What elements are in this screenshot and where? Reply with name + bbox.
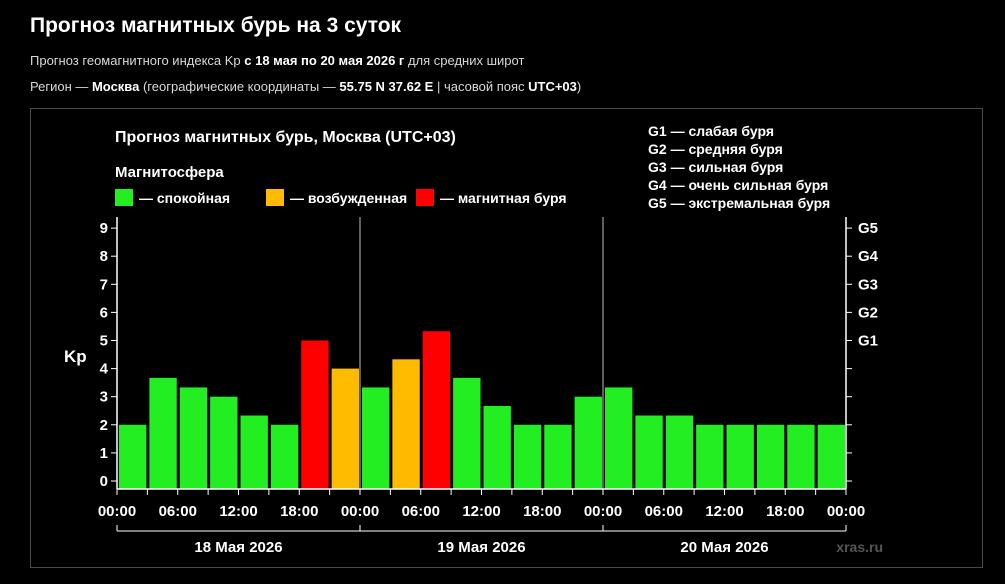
kp-bar (787, 424, 815, 489)
kp-bar (817, 424, 845, 489)
day-separators (359, 217, 604, 489)
kp-bar (331, 368, 359, 489)
y-tick-label: 1 (100, 445, 108, 462)
period-dates: с 18 мая по 20 мая 2026 г (244, 53, 405, 68)
y-tick-label: 4 (100, 361, 109, 378)
y-axis-label: Kp (64, 347, 87, 366)
kp-chart: Прогноз магнитных бурь, Москва (UTC+03) … (64, 123, 883, 556)
day-labels: 18 Мая 2026 19 Мая 2026 20 Мая 2026 (116, 525, 847, 556)
kp-bar (392, 359, 420, 489)
kp-bar (635, 415, 663, 489)
x-tick-label: 18:00 (766, 503, 804, 520)
y-axis-ticks: 0 1 2 3 4 5 6 7 8 9 (100, 220, 117, 490)
kp-bar (665, 415, 694, 489)
kp-bar (696, 424, 724, 489)
storm-scale: G1 — слабая буря G2 — средняя буря G3 — си… (648, 123, 830, 211)
kp-bar (574, 396, 602, 489)
kp-bar (453, 377, 481, 489)
right-tick-label: G4 (858, 248, 879, 265)
x-tick-label: 12:00 (705, 503, 743, 520)
x-tick-label: 18:00 (280, 503, 318, 520)
kp-bar (179, 387, 208, 489)
x-tick-label: 00:00 (827, 503, 865, 520)
kp-bar (483, 405, 511, 489)
storm-scale-item: G1 — слабая буря (648, 123, 774, 139)
chart-frame: Прогноз магнитных бурь, Москва (UTC+03) … (30, 108, 983, 568)
legend-label: — магнитная буря (440, 190, 567, 206)
region-timezone: UTC+03 (528, 79, 577, 94)
bars (119, 331, 845, 489)
kp-bar (544, 424, 572, 489)
kp-bar (513, 424, 542, 489)
kp-bar (210, 396, 238, 489)
region-line-end: ) (576, 79, 582, 94)
kp-bar (240, 415, 268, 489)
y-tick-label: 7 (100, 276, 108, 293)
watermark: xras.ru (836, 539, 883, 555)
legend-swatch (115, 189, 133, 206)
right-tick-label: G1 (858, 333, 878, 350)
right-tick-label: G2 (858, 304, 878, 321)
x-axis-ticks: 00:00 06:00 12:00 18:00 00:00 06:00 12:00 18:00… (98, 489, 865, 520)
kp-bar (270, 424, 299, 489)
day-label: 19 Мая 2026 (437, 539, 525, 556)
region-prefix: Регион — (30, 79, 92, 94)
storm-scale-item: G5 — экстремальная буря (648, 195, 830, 211)
x-tick-label: 06:00 (645, 503, 683, 520)
x-tick-label: 18:00 (523, 503, 561, 520)
y-tick-label: 8 (100, 248, 108, 265)
x-tick-label: 06:00 (159, 503, 197, 520)
page-title: Прогноз магнитных бурь на 3 суток (30, 14, 402, 37)
coords-prefix: (географические координаты — (139, 79, 340, 94)
legend-title: Магнитосфера (115, 164, 224, 181)
legend-swatch (266, 189, 284, 206)
day-label: 18 Мая 2026 (194, 539, 282, 556)
x-tick-label: 06:00 (402, 503, 440, 520)
region-coords: 55.75 N 37.62 E (339, 79, 434, 94)
chart-title: Прогноз магнитных бурь, Москва (UTC+03) (115, 129, 456, 146)
period-prefix: Прогноз геомагнитного индекса Kp (30, 53, 245, 68)
x-tick-label: 00:00 (341, 503, 379, 520)
kp-bar (756, 424, 785, 489)
kp-bar (605, 387, 633, 489)
region-line: Регион — Москва (географические координа… (30, 79, 581, 94)
y-tick-label: 5 (100, 333, 108, 350)
day-label: 20 Мая 2026 (680, 539, 768, 556)
storm-scale-item: G3 — сильная буря (648, 159, 783, 175)
x-tick-label: 00:00 (584, 503, 622, 520)
legend-label: — возбужденная (290, 190, 407, 206)
right-axis-ticks: G1 G2 G3 G4 G5 (846, 220, 879, 482)
x-tick-label: 12:00 (219, 503, 257, 520)
region-name: Москва (91, 79, 140, 94)
storm-scale-item: G2 — средняя буря (648, 141, 783, 157)
kp-bar (301, 340, 329, 489)
y-tick-label: 2 (100, 417, 108, 434)
y-tick-label: 0 (100, 473, 108, 490)
storm-scale-item: G4 — очень сильная буря (648, 177, 828, 193)
kp-bar (726, 424, 754, 489)
legend-swatch (416, 189, 434, 206)
y-tick-label: 3 (100, 389, 108, 406)
right-tick-label: G3 (858, 276, 878, 293)
y-tick-label: 9 (100, 220, 108, 237)
x-tick-label: 12:00 (462, 503, 500, 520)
legend-label: — спокойная (139, 190, 230, 206)
kp-bar (422, 331, 451, 489)
right-tick-label: G5 (858, 220, 878, 237)
tz-prefix: | часовой пояс (433, 79, 529, 94)
y-tick-label: 6 (100, 304, 108, 321)
kp-bar (149, 377, 177, 489)
period-suffix: для средних широт (404, 53, 525, 68)
legend: — спокойная — возбужденная — магнитная бур… (115, 189, 567, 206)
x-tick-label: 00:00 (98, 503, 136, 520)
kp-bar (362, 387, 390, 489)
forecast-period-line: Прогноз геомагнитного индекса Kp с 18 ма… (30, 53, 524, 68)
kp-bar (119, 424, 147, 489)
